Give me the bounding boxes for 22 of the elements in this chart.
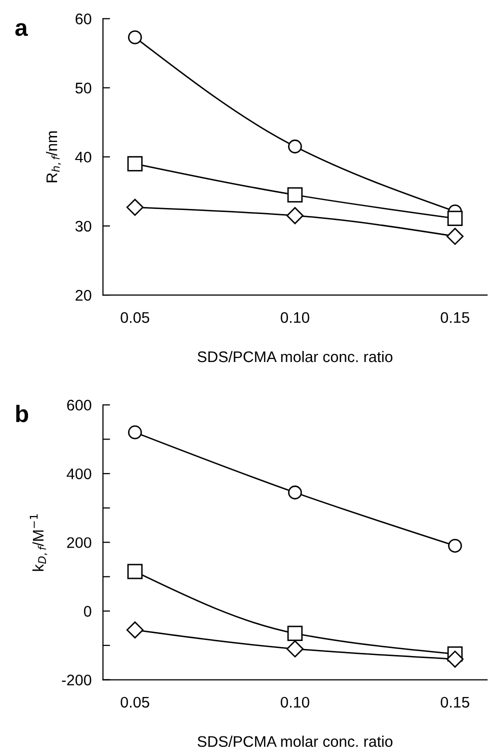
y-tick-label: 0: [84, 606, 92, 617]
y-tick-label: 600: [67, 400, 92, 411]
x-axis-title: SDS/PCMA molar conc. ratio: [198, 350, 392, 362]
x-tick-label: 0.05: [120, 312, 150, 323]
x-axis-title: SDS/PCMA molar conc. ratio: [198, 736, 392, 747]
y-tick-label: 400: [66, 468, 92, 480]
chart-title: b: [16, 404, 28, 422]
x-tick-label: 0.10: [280, 312, 310, 323]
x-tick-label: 0.10: [280, 696, 310, 708]
y-tick-label: 200: [67, 537, 92, 548]
y-tick-label: 50: [75, 82, 92, 94]
y-tick-label: -200: [62, 674, 92, 686]
y-axis-title: k$_{D,f}$/M$^{−1}$: [30, 514, 48, 571]
x-tick-label: 0.15: [440, 696, 470, 708]
y-tick-label: 20: [76, 290, 92, 301]
x-tick-label: 0.05: [120, 696, 150, 708]
x-tick-label: 0.15: [440, 312, 470, 323]
y-tick-label: 40: [75, 152, 92, 163]
y-tick-label: 60: [76, 14, 92, 24]
y-axis-title: R$_{h,f}$/nm: [46, 131, 61, 182]
y-tick-label: 30: [75, 220, 92, 232]
chart-title: a: [15, 23, 28, 36]
